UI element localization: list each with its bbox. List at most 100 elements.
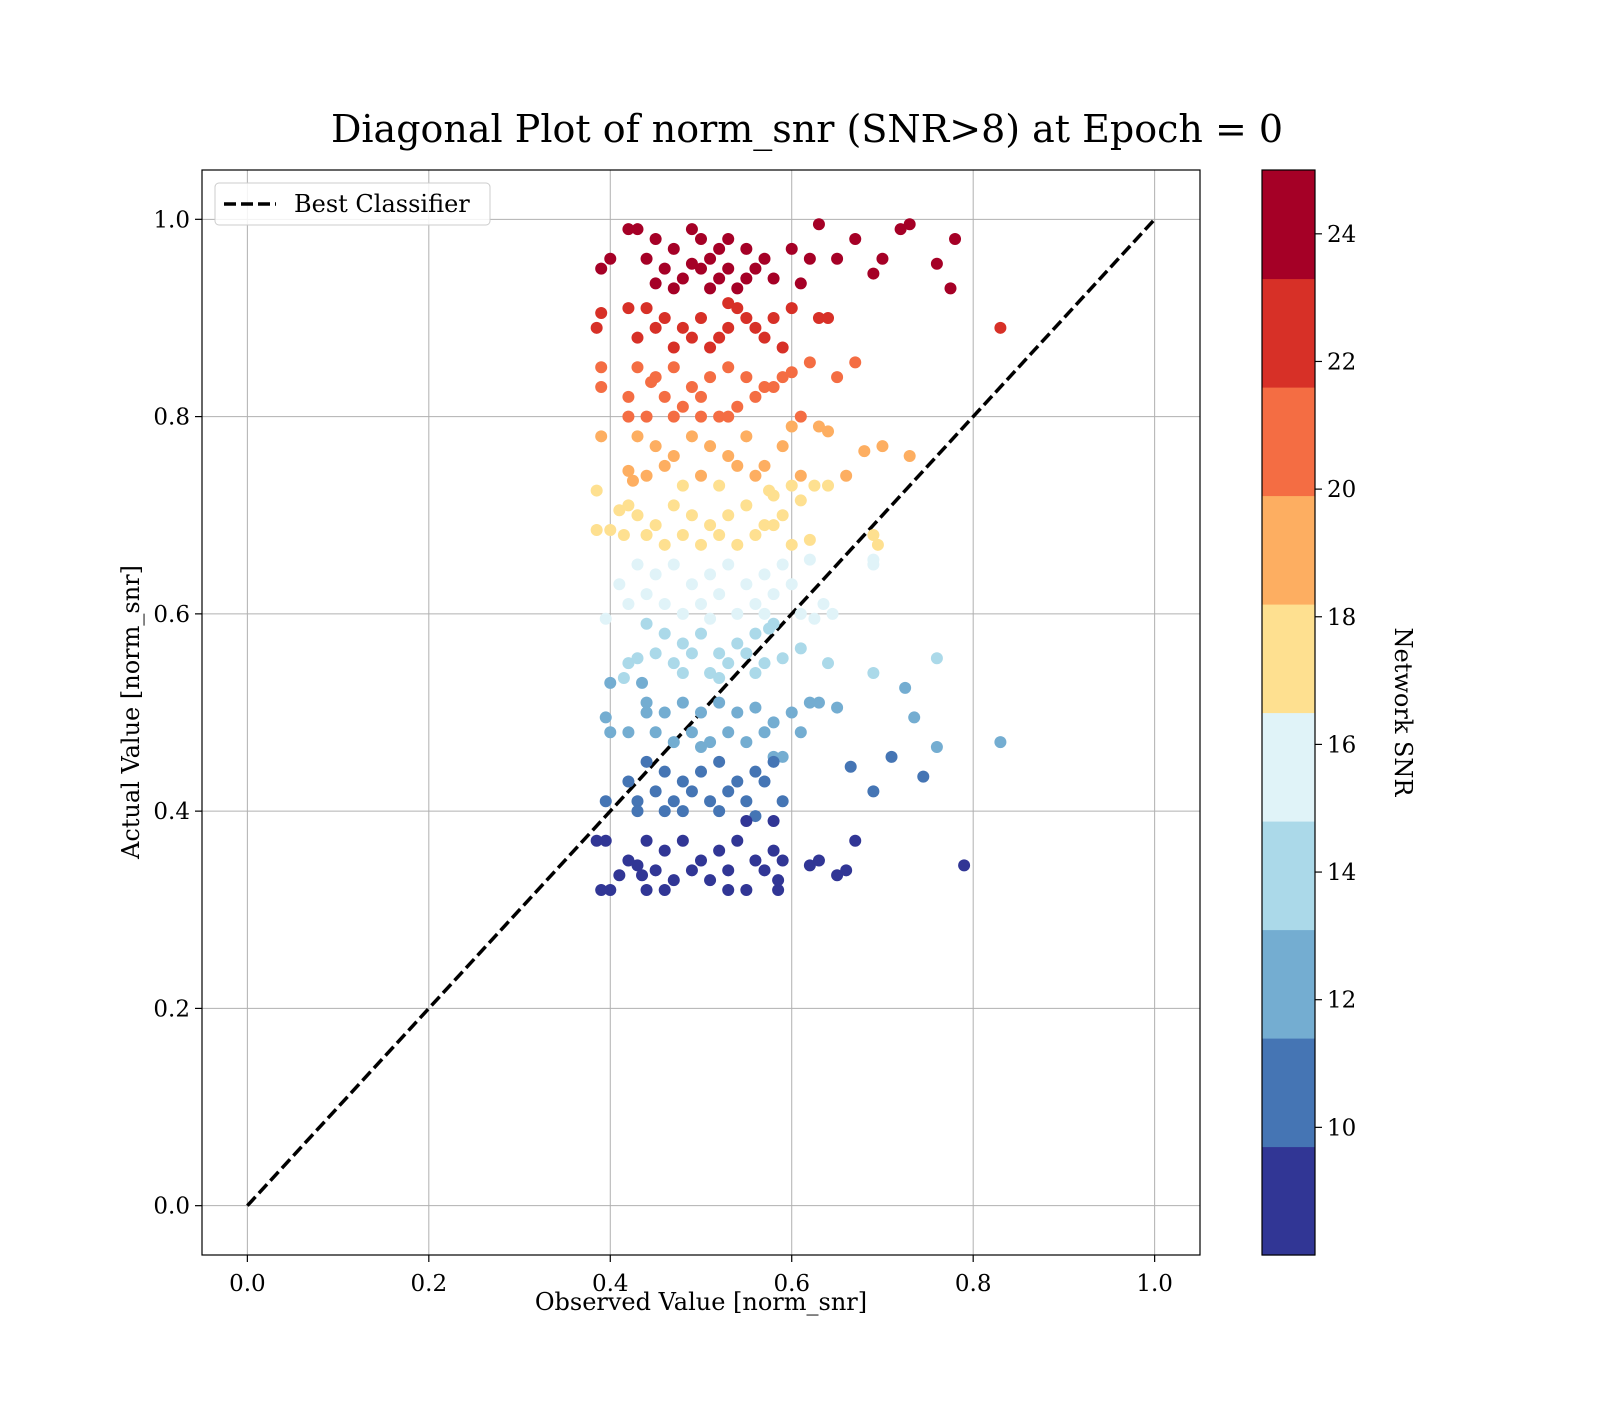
scatter-point [695, 741, 707, 754]
scatter-point [740, 884, 753, 897]
x-tick-label: 0.0 [229, 1271, 266, 1297]
scatter-point [763, 484, 776, 497]
scatter-point [731, 637, 744, 650]
legend: Best Classifier [214, 182, 491, 226]
scatter-point [758, 252, 771, 265]
scatter-point [631, 430, 644, 443]
colorbar-tick-label: 20 [1327, 477, 1356, 503]
scatter-point [604, 524, 617, 537]
scatter-point [626, 474, 639, 487]
y-tick-label: 0.8 [153, 405, 190, 431]
scatter-point [803, 553, 816, 566]
scatter-point [808, 612, 821, 625]
scatter-point [867, 267, 880, 280]
scatter-point [776, 371, 789, 384]
scatter-point [785, 302, 798, 315]
scatter-point [599, 711, 612, 724]
scatter-point [731, 607, 744, 620]
colorbar-band [1262, 1146, 1315, 1256]
scatter-point [808, 479, 821, 492]
scatter-point [763, 622, 776, 635]
scatter-point [640, 302, 653, 315]
scatter-point [758, 864, 771, 877]
scatter-point [722, 558, 735, 571]
scatter-point [667, 795, 680, 808]
scatter-point [785, 366, 798, 379]
scatter-point [649, 277, 662, 290]
scatter-point [613, 578, 626, 591]
scatter-point [590, 484, 603, 497]
scatter-point [713, 479, 726, 492]
scatter-point [740, 499, 753, 512]
scatter-point [613, 869, 626, 882]
scatter-point [599, 612, 612, 625]
scatter-point [776, 341, 789, 354]
scatter-point [658, 844, 671, 857]
x-tick-label: 0.4 [592, 1271, 629, 1297]
scatter-point [958, 859, 971, 872]
scatter-point [649, 321, 662, 334]
scatter-point [658, 884, 671, 897]
scatter-point [658, 390, 671, 403]
colorbar-frame [1261, 169, 1316, 1256]
scatter-point [590, 524, 603, 537]
scatter-point [803, 252, 816, 265]
scatter-point [758, 568, 771, 581]
scatter-point [840, 864, 853, 877]
scatter-point [749, 667, 762, 680]
scatter-point [908, 711, 921, 724]
scatter-point [749, 469, 762, 482]
scatter-point [704, 612, 717, 625]
scatter-point [704, 568, 717, 581]
scatter-point [685, 430, 698, 443]
scatter-point [840, 469, 853, 482]
scatter-point [731, 706, 744, 719]
scatter-point [695, 311, 707, 324]
scatter-point [713, 647, 726, 660]
scatter-point [949, 233, 962, 246]
scatter-point [758, 381, 771, 393]
scatter-point [649, 864, 662, 877]
scatter-point [658, 598, 671, 610]
scatter-point [640, 617, 653, 630]
scatter-point [812, 696, 825, 709]
scatter-point [649, 647, 662, 660]
colorbar-tick-label: 24 [1327, 222, 1356, 248]
y-tick-label: 0.0 [153, 1194, 190, 1220]
colorbar-band [1262, 712, 1315, 822]
scatter-point [685, 381, 698, 393]
scatter-point [794, 469, 807, 482]
scatter-point [604, 676, 617, 689]
scatter-point [749, 598, 762, 610]
scatter-point [758, 519, 771, 532]
scatter-point [822, 479, 835, 492]
scatter-point [731, 400, 744, 413]
scatter-point [794, 642, 807, 655]
scatter-point [595, 430, 608, 443]
scatter-point [740, 647, 753, 660]
scatter-point [631, 859, 644, 872]
scatter-point [622, 223, 635, 236]
scatter-point [695, 262, 707, 275]
scatter-point [658, 706, 671, 719]
scatter-point [776, 558, 789, 571]
scatter-point [649, 785, 662, 798]
scatter-point [722, 864, 735, 877]
scatter-point [595, 884, 608, 897]
scatter-point [590, 834, 603, 847]
scatter-point [658, 805, 671, 818]
scatter-point [758, 775, 771, 788]
scatter-point [794, 277, 807, 290]
scatter-point [667, 657, 680, 670]
scatter-point [767, 311, 780, 324]
scatter-point [713, 272, 726, 285]
scatter-point [849, 233, 862, 246]
legend-box [214, 182, 491, 226]
scatter-point [817, 598, 830, 610]
scatter-point [772, 874, 785, 887]
scatter-point [590, 321, 603, 334]
scatter-point [640, 834, 653, 847]
scatter-point [704, 252, 717, 265]
scatter-point [758, 726, 771, 739]
